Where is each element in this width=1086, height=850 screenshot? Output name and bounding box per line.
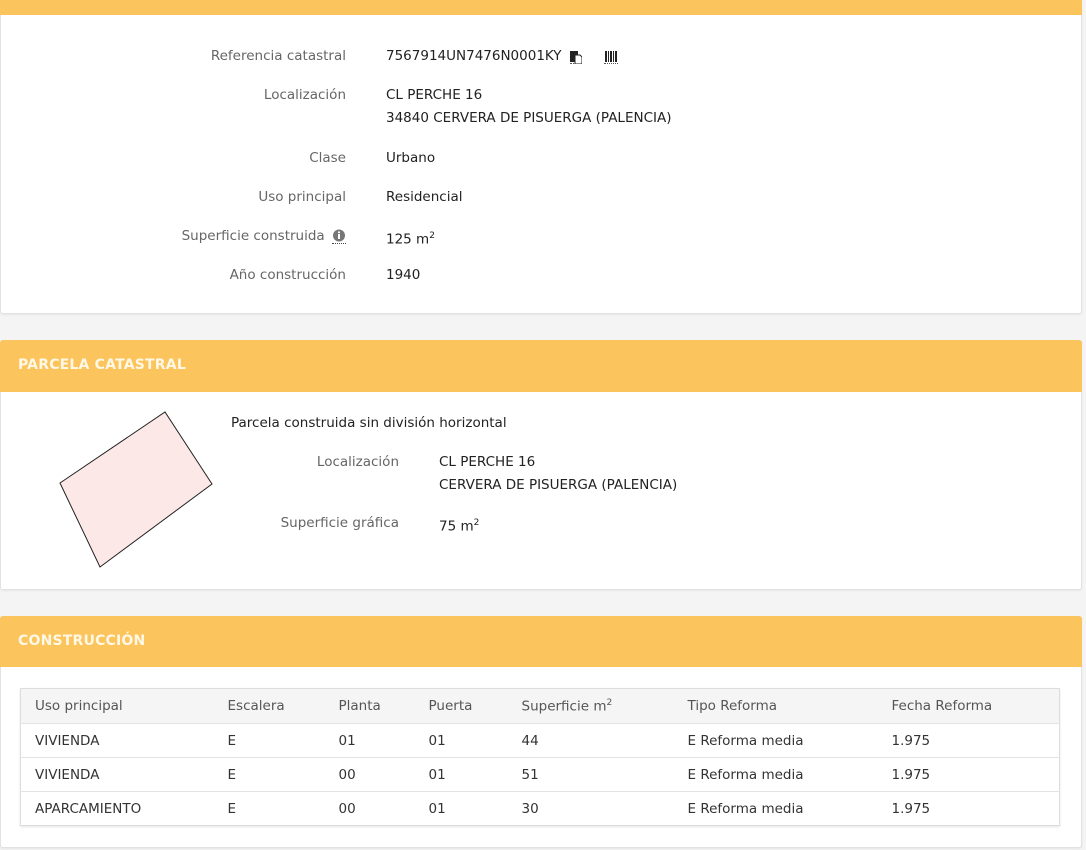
uso-value: Residencial	[386, 189, 463, 205]
uso-label: Uso principal	[258, 189, 346, 205]
cell: 01	[414, 757, 508, 792]
col-planta: Planta	[324, 688, 415, 724]
col-superficie: Superficie m2	[507, 688, 674, 724]
table-row: VIVIENDA E 01 01 44 E Reforma media 1.975	[20, 723, 1060, 758]
table-header-row: Uso principal Escalera Planta Puerta Sup…	[20, 688, 1060, 724]
clase-label: Clase	[309, 150, 346, 166]
cell: 01	[414, 791, 508, 826]
col-superficie-sup: 2	[606, 697, 613, 708]
cell: E	[213, 723, 325, 758]
cell: 00	[324, 791, 415, 826]
col-fecha-reforma: Fecha Reforma	[877, 688, 1060, 724]
parcela-superficie-value: 75 m2	[439, 512, 479, 539]
referencia-text: 7567914UN7476N0001KY	[386, 48, 562, 64]
parcela-localizacion-value: CL PERCHE 16 CERVERA DE PISUERGA (PALENC…	[439, 451, 677, 497]
parcela-localizacion-line1: CL PERCHE 16	[439, 454, 536, 470]
parcela-localizacion-line2: CERVERA DE PISUERGA (PALENCIA)	[439, 477, 678, 493]
cell: 1.975	[877, 723, 1060, 758]
barcode-icon[interactable]	[604, 49, 619, 64]
cell: APARCAMIENTO	[20, 791, 214, 826]
anio-value: 1940	[386, 267, 421, 283]
referencia-value: 7567914UN7476N0001KY	[386, 45, 619, 68]
cell: VIVIENDA	[20, 723, 214, 758]
construccion-table: Uso principal Escalera Planta Puerta Sup…	[20, 688, 1060, 826]
localizacion-line2: 34840 CERVERA DE PISUERGA (PALENCIA)	[386, 110, 672, 126]
col-puerta: Puerta	[414, 688, 508, 724]
anio-label: Año construcción	[229, 267, 346, 283]
cell: E Reforma media	[673, 757, 878, 792]
superficie-number: 125 m	[386, 231, 430, 248]
construccion-title: CONSTRUCCIÓN	[18, 633, 146, 649]
superficie-unit-sup: 2	[429, 231, 435, 241]
construccion-header: CONSTRUCCIÓN	[0, 616, 1082, 667]
cell: 01	[324, 723, 415, 758]
superficie-label: Superficie construida	[181, 228, 325, 244]
superficie-value: 125 m2	[386, 225, 435, 252]
parcel-polygon	[59, 411, 213, 568]
col-tipo-reforma: Tipo Reforma	[673, 688, 878, 724]
clase-value: Urbano	[386, 150, 436, 166]
info-icon[interactable]	[332, 229, 346, 244]
col-uso: Uso principal	[20, 688, 214, 724]
cell: 1.975	[877, 757, 1060, 792]
parcela-title: PARCELA CATASTRAL	[18, 357, 186, 373]
inmueble-header	[0, 0, 1082, 15]
table-row: VIVIENDA E 00 01 51 E Reforma media 1.975	[20, 757, 1060, 792]
cell: E	[213, 757, 325, 792]
cell: 1.975	[877, 791, 1060, 826]
copy-icon[interactable]	[569, 49, 583, 64]
cell: E Reforma media	[673, 791, 878, 826]
cell: 30	[507, 791, 674, 826]
cell: 01	[414, 723, 508, 758]
col-escalera: Escalera	[213, 688, 325, 724]
parcela-tipo: Parcela construida sin división horizont…	[231, 415, 507, 431]
cell: 51	[507, 757, 674, 792]
localizacion-value: CL PERCHE 16 34840 CERVERA DE PISUERGA (…	[386, 84, 671, 130]
parcela-header: PARCELA CATASTRAL	[0, 340, 1082, 392]
inmueble-panel	[0, 0, 1082, 314]
parcela-superficie-number: 75 m	[439, 518, 474, 535]
table-row: APARCAMIENTO E 00 01 30 E Reforma media 1.975	[20, 791, 1060, 826]
col-superficie-text: Superficie m	[521, 698, 607, 715]
cell: E Reforma media	[673, 723, 878, 758]
cell: 00	[324, 757, 415, 792]
cell: 44	[507, 723, 674, 758]
parcela-localizacion-label: Localización	[316, 454, 399, 470]
parcela-superficie-label: Superficie gráfica	[280, 515, 399, 531]
localizacion-label: Localización	[263, 87, 346, 103]
localizacion-line1: CL PERCHE 16	[386, 87, 483, 103]
parcela-superficie-sup: 2	[473, 518, 480, 528]
superficie-label-wrap: Superficie construida	[182, 228, 346, 244]
parcel-shape-map	[59, 411, 213, 568]
cell: VIVIENDA	[20, 757, 214, 792]
referencia-label: Referencia catastral	[210, 48, 346, 64]
cell: E	[213, 791, 325, 826]
